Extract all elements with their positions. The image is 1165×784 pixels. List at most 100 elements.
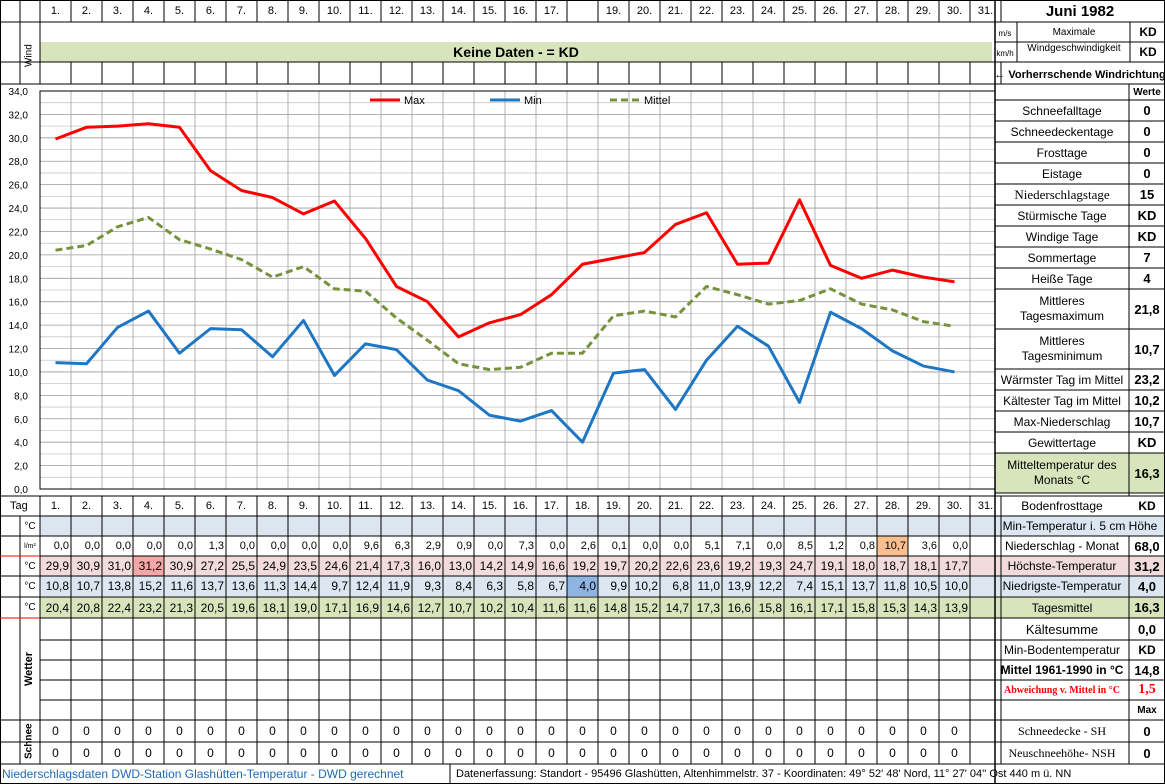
min-cell: 15,1 bbox=[820, 579, 844, 593]
stat-value: 7 bbox=[1143, 250, 1151, 265]
max-cell: 24,9 bbox=[262, 559, 286, 573]
tag-day: 4. bbox=[143, 500, 154, 512]
header-day: 11. bbox=[358, 5, 373, 17]
header-day: 3. bbox=[112, 5, 123, 17]
min-cell: 11,3 bbox=[263, 579, 286, 593]
precip-cell: 0,1 bbox=[611, 540, 627, 552]
max-cell: 31,2 bbox=[133, 556, 164, 576]
min-cell: 9,7 bbox=[331, 579, 348, 593]
tag-day: 1. bbox=[50, 500, 61, 512]
tag-day: 29. bbox=[915, 500, 932, 512]
weather-grid bbox=[0, 618, 995, 720]
header-day: 17. bbox=[543, 5, 560, 17]
header-day: 20. bbox=[636, 5, 653, 17]
snow-cell: 0 bbox=[889, 724, 896, 738]
max-cell: 14,9 bbox=[510, 559, 534, 573]
precip-cell: 2,6 bbox=[580, 540, 596, 552]
mean-cell: 21,3 bbox=[169, 600, 193, 615]
max-cell: 30,9 bbox=[76, 559, 100, 573]
snow-cell: 0 bbox=[145, 724, 152, 738]
precip-month-label: Niederschlag - Monat bbox=[1004, 539, 1120, 553]
tag-day: 16. bbox=[512, 500, 529, 512]
header-day: 31. bbox=[977, 5, 994, 17]
row-unit-label: °C bbox=[24, 580, 36, 592]
min-cell: 6,8 bbox=[672, 579, 689, 593]
stat-value: 0 bbox=[1143, 124, 1151, 139]
snow-cell: 0 bbox=[300, 724, 307, 738]
mean-cell: 19,6 bbox=[231, 600, 255, 615]
mean-cell: 19,0 bbox=[293, 600, 317, 615]
stat-value: 10,7 bbox=[1134, 414, 1160, 429]
row-band bbox=[40, 556, 1001, 576]
neuschnee-label: Neuschneehöhe- NSH bbox=[1008, 745, 1116, 760]
min-cell: 13,7 bbox=[851, 579, 875, 593]
max-cell: 23,6 bbox=[696, 559, 720, 573]
mean-cell: 17,3 bbox=[696, 600, 720, 615]
mean-cell: 18,1 bbox=[262, 600, 286, 615]
row-unit-label: °C bbox=[24, 560, 36, 572]
month-title: Juni 1982 bbox=[1045, 2, 1115, 20]
stat-value: 15 bbox=[1139, 187, 1155, 202]
min-cell: 11,8 bbox=[883, 579, 906, 593]
snow-cell: 0 bbox=[517, 724, 524, 738]
mean-temp-value: 16,3 bbox=[1129, 597, 1165, 618]
abweichung-label: Abweichung v. Mittel in °C bbox=[1004, 684, 1120, 696]
wind-unit-kmh: km/h bbox=[996, 48, 1014, 58]
stat-value: 16,3 bbox=[1129, 453, 1165, 493]
min-boden-label: Min-Bodentemperatur bbox=[1003, 643, 1121, 657]
tag-day: 5. bbox=[174, 500, 185, 512]
precip-cell: 6,3 bbox=[394, 540, 410, 552]
snow-cell: 0 bbox=[424, 746, 431, 760]
snow-cell: 0 bbox=[238, 746, 245, 760]
y-tick-label: 22,0 bbox=[9, 227, 29, 238]
header-day: 9. bbox=[298, 5, 309, 17]
max-cell: 19,3 bbox=[758, 559, 782, 573]
snow-cell: 0 bbox=[858, 746, 865, 760]
header-day: 16. bbox=[512, 5, 529, 17]
bodenfrost-value: KD bbox=[1138, 499, 1156, 513]
snow-cell: 0 bbox=[331, 746, 338, 760]
tag-day: 12. bbox=[388, 500, 405, 512]
snow-cell: 0 bbox=[424, 724, 431, 738]
snow-cell: 0 bbox=[207, 724, 214, 738]
max-cell: 17,3 bbox=[386, 559, 410, 573]
header-day: 29. bbox=[915, 5, 932, 17]
snow-cell: 0 bbox=[238, 724, 245, 738]
precip-cell: 0,0 bbox=[84, 540, 100, 552]
snow-cell: 0 bbox=[796, 724, 803, 738]
max-cell: 30,9 bbox=[169, 559, 193, 573]
stat-label-line: Tagesminimum bbox=[1021, 349, 1103, 363]
tag-day: 18. bbox=[574, 500, 591, 512]
y-tick-label: 32,0 bbox=[9, 110, 29, 121]
y-tick-label: 14,0 bbox=[9, 321, 29, 332]
max-cell: 24,7 bbox=[789, 559, 813, 573]
precip-cell: 0,0 bbox=[146, 540, 162, 552]
precip-cell: 0,0 bbox=[270, 540, 286, 552]
precip-cell: 0,0 bbox=[549, 540, 565, 552]
snow-cell: 0 bbox=[114, 746, 121, 760]
header-day: 23. bbox=[729, 5, 746, 17]
header-day: 5. bbox=[174, 5, 185, 17]
wind-max-label-2: Windgeschwindigkeit bbox=[1027, 42, 1121, 54]
tag-day: 23. bbox=[729, 500, 746, 512]
tag-day: 8. bbox=[267, 500, 278, 512]
snow-cell: 0 bbox=[52, 746, 59, 760]
tag-day: 28. bbox=[884, 500, 901, 512]
precip-cell: 8,5 bbox=[797, 540, 813, 552]
header-day: 2. bbox=[81, 5, 92, 17]
snow-grid: 0 0 0 0 0 0 0 0 0 0 0 0 0 0 0 0 0 0 0 0 0 0 0 0 0 0 0 0 0 0 0 0 0 0 0 0 0 0 0 0… bbox=[0, 720, 995, 764]
y-tick-label: 26,0 bbox=[9, 181, 29, 192]
tag-day: 15. bbox=[481, 500, 498, 512]
stat-value: KD bbox=[1137, 208, 1157, 223]
mean-cell: 16,6 bbox=[727, 600, 751, 615]
max-cell: 19,7 bbox=[603, 559, 627, 573]
stat-value: 4 bbox=[1143, 271, 1151, 286]
min-cell: 10,2 bbox=[634, 579, 658, 593]
min-cell: 9,3 bbox=[424, 579, 441, 593]
legend-label: Min bbox=[524, 95, 542, 107]
stat-label-line: Mittleres bbox=[1039, 294, 1085, 308]
max-cell: 21,4 bbox=[355, 559, 379, 573]
snow-cell: 0 bbox=[734, 724, 741, 738]
snow-cell: 0 bbox=[269, 724, 276, 738]
tag-day: 27. bbox=[853, 500, 870, 512]
